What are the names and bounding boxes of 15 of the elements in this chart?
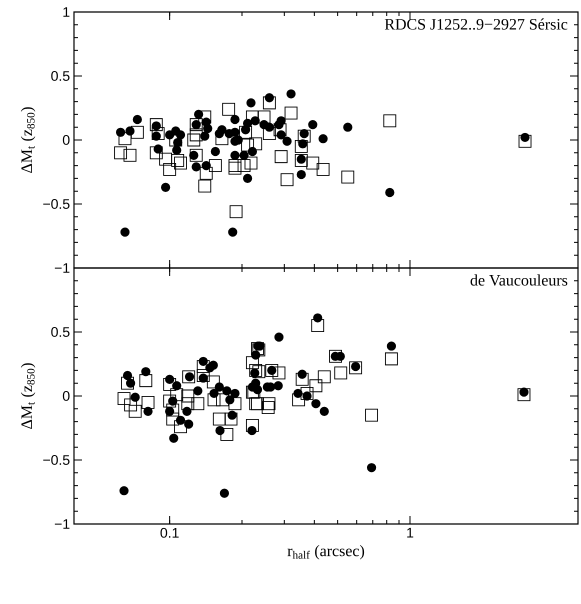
chart-title: RDCS J1252..9−2927 Sérsic [384, 18, 568, 30]
x-tick-label: 0.1 [160, 528, 179, 538]
y-axis-title: ΔM$_{t}$ (z$_{850}$) [20, 107, 36, 173]
y-tick-label: −1 [54, 263, 70, 273]
y-tick-label: −0.5 [43, 199, 70, 209]
chart-title: de Vaucouleurs [470, 274, 568, 286]
y-tick-label: 0.5 [51, 327, 70, 337]
y-tick-label: −0.5 [43, 455, 70, 465]
y-tick-label: 1 [63, 7, 70, 17]
x-axis-title: r$_{half}$ (arcsec) [288, 545, 364, 560]
y-tick-label: 0 [62, 391, 70, 401]
y-tick-label: −1 [54, 519, 70, 529]
y-tick-label: 0.5 [51, 71, 70, 81]
y-tick-label: 0 [62, 135, 70, 145]
y-axis-title: ΔM$_{t}$ (z$_{850}$) [20, 363, 36, 429]
